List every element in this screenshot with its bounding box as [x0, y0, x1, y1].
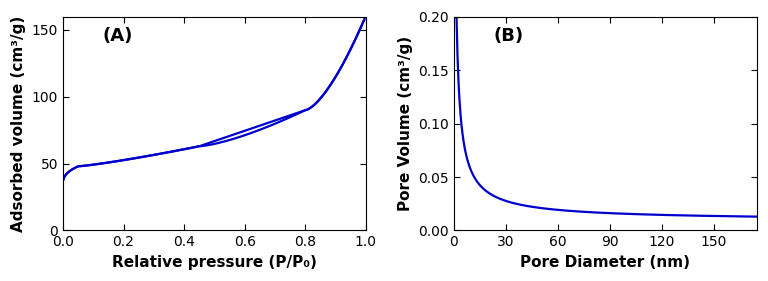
X-axis label: Pore Diameter (nm): Pore Diameter (nm): [521, 255, 690, 270]
Text: (B): (B): [493, 27, 524, 45]
X-axis label: Relative pressure (P/P₀): Relative pressure (P/P₀): [112, 255, 317, 270]
Text: (A): (A): [102, 27, 133, 45]
Y-axis label: Pore Volume (cm³/g): Pore Volume (cm³/g): [398, 36, 412, 211]
Y-axis label: Adsorbed volume (cm³/g): Adsorbed volume (cm³/g): [11, 15, 26, 232]
